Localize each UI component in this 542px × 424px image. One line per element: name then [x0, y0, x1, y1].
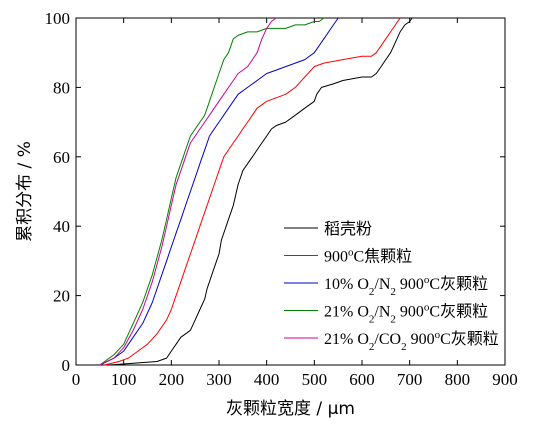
- legend-label-2: 900oC焦颗粒: [324, 247, 412, 266]
- x-tick-label: 400: [254, 370, 280, 389]
- x-tick-label: 500: [302, 370, 328, 389]
- axes: 0 100 200 300 400 500 600 700 800 900 0 20 40 60 80 100: [45, 9, 518, 389]
- series-line-1: [109, 17, 413, 366]
- y-axis-label: 累积分布 / %: [15, 141, 35, 242]
- plot-frame: [75, 17, 506, 366]
- x-tick-label: 100: [111, 370, 137, 389]
- y-tick-label: 40: [53, 217, 70, 236]
- series-line-3: [99, 17, 339, 366]
- x-tick-label: 0: [72, 370, 81, 389]
- y-tick-label: 60: [53, 148, 70, 167]
- legend-label-3: 10% O2/N2 900oC灰颗粒: [324, 274, 488, 298]
- x-tick-label: 800: [445, 370, 471, 389]
- x-tick-label: 600: [349, 370, 375, 389]
- x-tick-label: 300: [206, 370, 232, 389]
- series-line-5: [99, 17, 277, 366]
- x-tick-label: 700: [397, 370, 423, 389]
- x-tick-label: 200: [159, 370, 185, 389]
- y-tick-label: 80: [53, 78, 70, 97]
- x-tick-label: 900: [492, 370, 518, 389]
- y-tick-label: 100: [45, 9, 71, 28]
- legend-label-1: 稻壳粉: [324, 220, 372, 238]
- legend: 稻壳粉 900oC焦颗粒 10% O2/N2 900oC灰颗粒 21% O2/N2 9…: [284, 220, 499, 353]
- legend-label-4: 21% O2/N2 900oC灰颗粒: [324, 302, 488, 326]
- x-axis-label: 灰颗粒宽度 / μm: [226, 399, 355, 419]
- y-tick-label: 0: [62, 356, 71, 375]
- y-tick-label: 20: [53, 287, 70, 306]
- legend-label-5: 21% O2/CO2 900oC灰颗粒: [324, 329, 499, 353]
- series-line-2: [104, 17, 401, 366]
- series-layer: [99, 17, 413, 366]
- series-line-4: [99, 17, 325, 366]
